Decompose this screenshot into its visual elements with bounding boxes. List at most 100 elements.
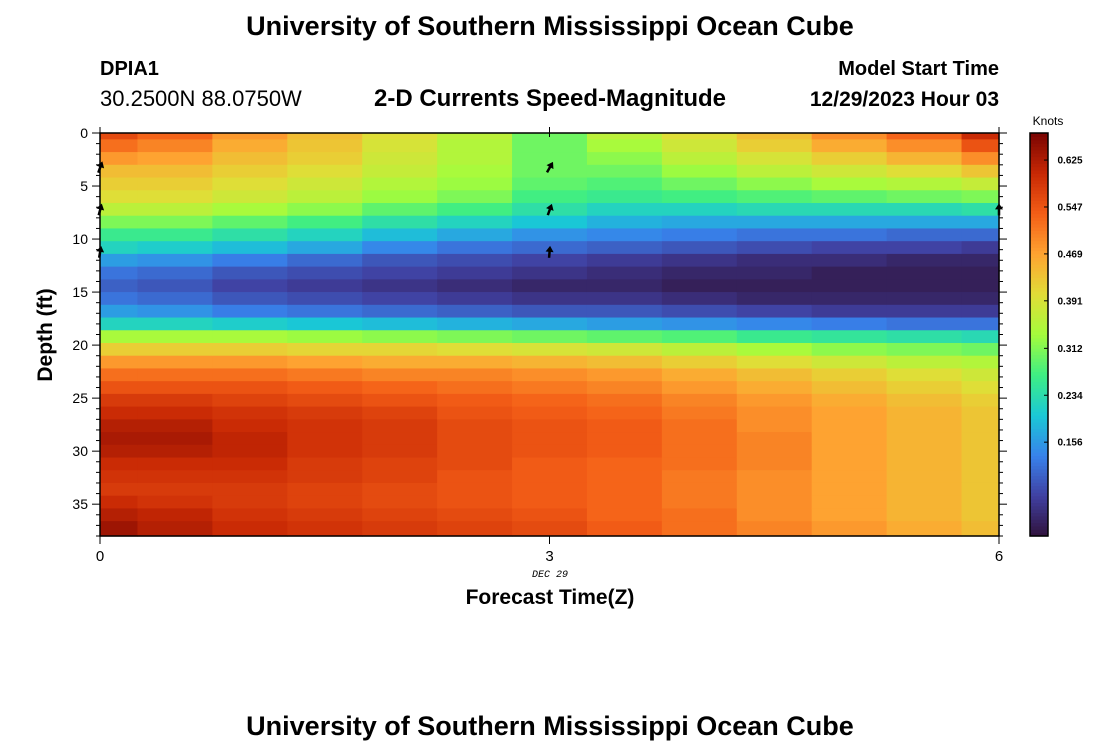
heatmap-cell (661, 342, 738, 357)
heatmap-cell (736, 228, 813, 242)
heatmap-cell (736, 495, 813, 510)
heatmap-cell (100, 406, 139, 420)
heatmap-cell (512, 432, 588, 446)
heatmap-cell (100, 164, 139, 179)
heatmap-cell (362, 190, 438, 204)
heatmap-cell (437, 432, 513, 446)
heatmap-cell (212, 342, 288, 357)
heatmap-cell (437, 368, 513, 382)
heatmap-cell (287, 444, 363, 459)
heatmap-cell (100, 368, 139, 382)
heatmap-cell (362, 279, 438, 293)
current-vector (545, 161, 554, 173)
heatmap-cell (512, 470, 588, 484)
heatmap-cell (287, 381, 363, 395)
colorbar-segment (1030, 509, 1048, 514)
heatmap-cell (437, 279, 513, 293)
heatmap-cell (736, 444, 813, 459)
heatmap-cell (512, 215, 588, 230)
heatmap-cell (212, 393, 288, 408)
colorbar-segment (1030, 502, 1048, 507)
heatmap-cell (362, 139, 438, 153)
heatmap-cell (212, 139, 288, 153)
heatmap-cell (287, 304, 363, 319)
heatmap-cell (512, 266, 588, 280)
heatmap-cell (661, 508, 738, 522)
heatmap-cell (137, 432, 213, 446)
colorbar-segment (1030, 159, 1048, 164)
colorbar-segment (1030, 529, 1048, 534)
colorbar-segment (1030, 388, 1048, 393)
heatmap-cell (212, 152, 288, 166)
heatmap-cell (362, 393, 438, 408)
heatmap-cell (437, 482, 513, 497)
colorbar-segment (1030, 253, 1048, 258)
heatmap-cell (287, 279, 363, 293)
colorbar-tick-label: 0.391 (1057, 296, 1082, 307)
colorbar: 0.625 0.547 0.469 0.391 0.312 0.234 0.156 (1029, 132, 1083, 537)
colorbar-segment (1030, 321, 1048, 326)
heatmap-cell (437, 470, 513, 484)
colorbar-segment (1030, 220, 1048, 225)
colorbar-tick-label: 0.547 (1057, 202, 1082, 213)
heatmap-cell (886, 521, 963, 537)
colorbar-segment (1030, 193, 1048, 198)
heatmap-cell (961, 432, 1000, 446)
colorbar-segment (1030, 176, 1048, 181)
heatmap-cell (586, 190, 663, 204)
heatmap-cell (961, 279, 1000, 293)
heatmap-cell (512, 152, 588, 166)
colorbar-segment (1030, 341, 1048, 346)
heatmap-cell (586, 152, 663, 166)
heatmap-cell (437, 164, 513, 179)
x-axis-date-label: DEC 29 (532, 570, 568, 581)
heatmap-cell (287, 470, 363, 484)
heatmap-cell (811, 482, 888, 497)
colorbar-segment (1030, 223, 1048, 228)
heatmap-cell (437, 342, 513, 357)
heatmap-cell (437, 190, 513, 204)
colorbar-segment (1030, 240, 1048, 245)
heatmap-cell (661, 292, 738, 306)
colorbar-segment (1030, 314, 1048, 319)
heatmap-cell (736, 470, 813, 484)
colorbar-segment (1030, 153, 1048, 158)
heatmap-cell (137, 164, 213, 179)
station-coords: 30.2500N 88.0750W (100, 86, 302, 111)
heatmap-cell (961, 304, 1000, 319)
heatmap-cell (811, 495, 888, 510)
heatmap-cell (137, 152, 213, 166)
heatmap-cell (811, 330, 888, 344)
colorbar-segment (1030, 227, 1048, 231)
heatmap-cell (362, 266, 438, 280)
colorbar-segment (1030, 324, 1048, 329)
colorbar-segment (1030, 331, 1048, 336)
heatmap-cell (137, 508, 213, 522)
colorbar-segment (1030, 438, 1048, 443)
heatmap-cell (886, 457, 963, 471)
heatmap-cell (100, 508, 139, 522)
heatmap-cell (137, 139, 213, 153)
colorbar-segment (1030, 300, 1048, 305)
heatmap-cell (212, 381, 288, 395)
heatmap-cell (886, 330, 963, 344)
heatmap-cell (512, 228, 588, 242)
heatmap-cell (961, 139, 1000, 153)
colorbar-segment (1030, 277, 1048, 282)
colorbar-segment (1030, 462, 1048, 467)
heatmap-cell (287, 521, 363, 537)
heatmap-cell (362, 228, 438, 242)
heatmap-cell (137, 419, 213, 433)
heatmap-cell (512, 508, 588, 522)
colorbar-segment (1030, 237, 1048, 242)
colorbar-segment (1030, 455, 1048, 460)
colorbar-segment (1030, 465, 1048, 470)
heatmap-cell (287, 241, 363, 255)
heatmap-cell (212, 292, 288, 306)
heatmap-cell (736, 253, 813, 268)
heatmap-cell (586, 202, 663, 217)
heatmap-cell (287, 355, 363, 370)
colorbar-segment (1030, 425, 1048, 430)
heatmap-cell (586, 330, 663, 344)
heatmap-cell (661, 266, 738, 280)
